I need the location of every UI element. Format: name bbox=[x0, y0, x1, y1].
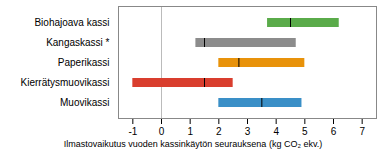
svg-text:3: 3 bbox=[245, 126, 251, 137]
svg-text:Kangaskassi *: Kangaskassi * bbox=[46, 37, 109, 48]
svg-text:Kierrätysmuovikassi: Kierrätysmuovikassi bbox=[21, 77, 110, 88]
svg-text:5: 5 bbox=[302, 126, 308, 137]
html-text:Ilmastovaikutus vuoden kassink: Ilmastovaikutus vuoden kassinkäytön seur… bbox=[63, 139, 323, 149]
svg-text:Biohajoava kassi: Biohajoava kassi bbox=[34, 17, 109, 28]
svg-text:0: 0 bbox=[159, 126, 165, 137]
svg-text:Muovikassi: Muovikassi bbox=[60, 97, 109, 108]
svg-text:7: 7 bbox=[359, 126, 365, 137]
svg-text:-1: -1 bbox=[128, 126, 137, 137]
svg-text:Paperikassi: Paperikassi bbox=[58, 57, 110, 68]
svg-text:2: 2 bbox=[216, 126, 222, 137]
svg-text:4: 4 bbox=[273, 126, 279, 137]
svg-text:6: 6 bbox=[331, 126, 337, 137]
svg-text:1: 1 bbox=[187, 126, 193, 137]
